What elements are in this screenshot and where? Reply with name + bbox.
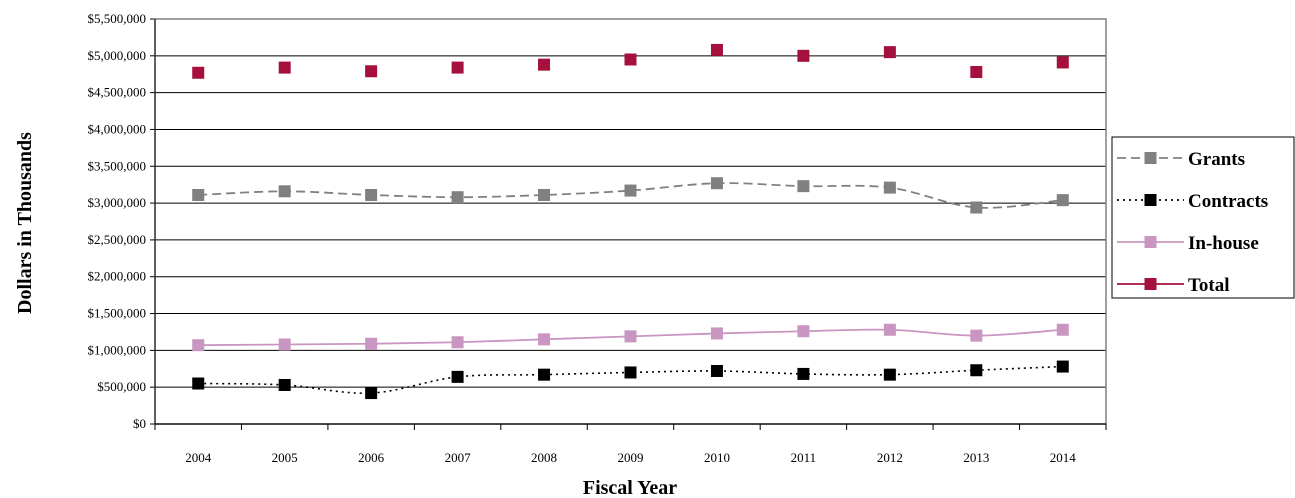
- data-point-total: [538, 58, 551, 71]
- legend-label-total: Total: [1188, 275, 1230, 296]
- data-point-in-house: [624, 330, 637, 343]
- legend-marker-contracts: [1144, 194, 1157, 206]
- data-point-contracts: [451, 370, 464, 383]
- legend-label-grants: Grants: [1188, 149, 1245, 170]
- data-point-in-house: [192, 339, 205, 352]
- y-tick-label: $1,500,000: [88, 306, 147, 321]
- legend-label-contracts: Contracts: [1188, 191, 1268, 212]
- data-point-in-house: [538, 333, 551, 346]
- y-tick-label: $4,000,000: [88, 121, 147, 136]
- x-tick-label: 2008: [531, 450, 557, 465]
- data-point-grants: [538, 188, 551, 201]
- x-tick-label: 2013: [963, 450, 989, 465]
- data-point-grants: [278, 185, 291, 198]
- legend-marker-grants: [1144, 152, 1157, 164]
- data-point-total: [365, 65, 378, 78]
- data-point-grants: [883, 181, 896, 194]
- data-point-total: [278, 61, 291, 74]
- data-point-in-house: [710, 327, 723, 340]
- data-point-total: [970, 66, 983, 79]
- data-point-contracts: [1056, 360, 1069, 373]
- legend-marker-total: [1144, 278, 1157, 290]
- y-tick-label: $2,500,000: [88, 232, 147, 247]
- legend: Grants Contracts In-house Total: [1111, 136, 1295, 299]
- y-tick-label: $5,000,000: [88, 48, 147, 63]
- series-markers: [192, 43, 1069, 400]
- data-point-grants: [710, 177, 723, 190]
- x-tick-label: 2006: [358, 450, 385, 465]
- y-tick-label: $4,500,000: [88, 85, 147, 100]
- data-point-contracts: [710, 364, 723, 377]
- data-point-total: [883, 46, 896, 59]
- data-point-grants: [797, 180, 810, 193]
- data-point-contracts: [883, 368, 896, 381]
- y-axis-title: Dollars in Thousands: [14, 132, 36, 314]
- data-point-grants: [1056, 194, 1069, 207]
- y-tick-label: $2,000,000: [88, 269, 147, 284]
- data-point-total: [797, 49, 810, 62]
- y-tick-label: $500,000: [97, 379, 146, 394]
- data-point-total: [451, 61, 464, 74]
- tick-labels: $0 $500,000 $1,000,000 $1,500,000 $2,000,000…: [88, 11, 1077, 465]
- data-point-in-house: [883, 323, 896, 336]
- y-tick-label: $3,000,000: [88, 195, 147, 210]
- data-point-contracts: [538, 368, 551, 381]
- data-point-grants: [365, 188, 378, 201]
- data-point-grants: [970, 201, 983, 214]
- y-tick-label: $3,500,000: [88, 158, 147, 173]
- data-point-total: [710, 43, 723, 56]
- data-point-total: [1056, 56, 1069, 69]
- series-line-grants: [198, 182, 1063, 209]
- x-tick-label: 2014: [1050, 450, 1077, 465]
- data-point-contracts: [970, 364, 983, 377]
- data-point-in-house: [278, 338, 291, 351]
- data-point-grants: [192, 188, 205, 201]
- data-point-contracts: [365, 387, 378, 400]
- data-point-in-house: [1056, 323, 1069, 336]
- data-point-contracts: [797, 367, 810, 380]
- x-tick-label: 2009: [618, 450, 644, 465]
- x-tick-label: 2011: [791, 450, 817, 465]
- legend-label-in-house: In-house: [1188, 233, 1259, 254]
- data-point-in-house: [797, 325, 810, 338]
- data-point-contracts: [278, 378, 291, 391]
- x-tick-label: 2004: [185, 450, 212, 465]
- data-point-grants: [451, 191, 464, 204]
- x-tick-label: 2005: [272, 450, 298, 465]
- x-tick-label: 2007: [445, 450, 472, 465]
- data-point-contracts: [192, 377, 205, 390]
- series-lines: [198, 182, 1063, 395]
- y-tick-label: $1,000,000: [88, 342, 147, 357]
- plot-area-border: [154, 18, 1107, 425]
- data-point-contracts: [624, 366, 637, 379]
- y-tick-label: $0: [133, 416, 146, 431]
- data-point-in-house: [365, 337, 378, 350]
- y-tick-label: $5,500,000: [88, 11, 147, 26]
- x-tick-label: 2010: [704, 450, 730, 465]
- data-point-in-house: [970, 329, 983, 342]
- legend-marker-in-house: [1144, 236, 1157, 248]
- legend-box: [1111, 136, 1295, 299]
- x-axis-title: Fiscal Year: [583, 477, 677, 498]
- data-point-total: [192, 66, 205, 79]
- data-point-grants: [624, 184, 637, 197]
- data-point-in-house: [451, 336, 464, 349]
- x-tick-label: 2012: [877, 450, 903, 465]
- data-point-total: [624, 53, 637, 66]
- axes: [150, 18, 1107, 430]
